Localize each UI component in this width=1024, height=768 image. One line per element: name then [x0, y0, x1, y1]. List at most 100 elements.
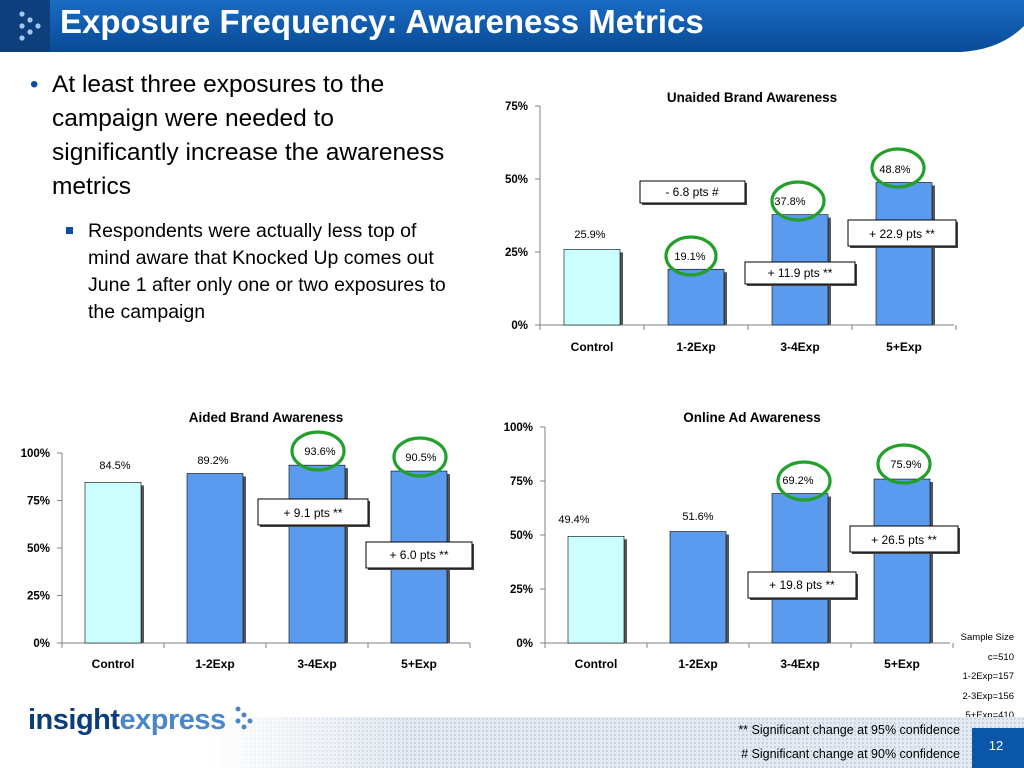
footnote-95: ** Significant change at 95% confidence	[738, 723, 960, 737]
footnotes: ** Significant change at 95% confidence …	[640, 718, 960, 766]
category-label: Control	[92, 657, 135, 671]
significance-circle	[876, 443, 932, 485]
chart-svg: Unaided Brand Awareness 0% 25% 50% 75% Contro…	[505, 90, 958, 354]
y-tick-label: 25%	[510, 584, 533, 596]
value-label: 90.5%	[405, 452, 436, 464]
bullet-main: • At least three exposures to the campai…	[30, 68, 460, 204]
category-label: 5+Exp	[886, 340, 922, 354]
chart-title: Aided Brand Awareness	[189, 410, 344, 425]
value-label: 51.6%	[682, 511, 713, 523]
dots-icon	[19, 11, 41, 41]
annotation-text: + 26.5 pts **	[871, 533, 937, 547]
value-label: 75.9%	[890, 459, 921, 471]
annotation-text: + 22.9 pts **	[869, 227, 935, 241]
significance-circle	[290, 430, 346, 472]
bar-control	[567, 535, 625, 644]
y-tick-label: 100%	[504, 422, 533, 434]
bar-control	[84, 482, 142, 644]
page-title: Exposure Frequency: Awareness Metrics	[60, 3, 704, 40]
chart-unaided-brand-awareness: Unaided Brand Awareness 0% 25% 50% 75% Contro…	[470, 88, 1010, 358]
significance-circle	[664, 235, 718, 277]
value-label: 48.8%	[879, 164, 910, 176]
bullet-dot-icon: •	[30, 71, 39, 98]
logo-text-insight: insight	[28, 704, 120, 736]
annotation-box	[365, 541, 473, 569]
bullet-sub: Respondents were actually less top of mi…	[30, 218, 460, 326]
logo-text-express: express	[119, 704, 227, 736]
category-label: 1-2Exp	[678, 657, 717, 671]
bullet-square-icon	[66, 227, 73, 234]
y-tick-label: 75%	[510, 476, 533, 488]
value-label: 19.1%	[674, 251, 705, 263]
title-bar: Exposure Frequency: Awareness Metrics	[0, 0, 1024, 52]
category-label: 3-4Exp	[780, 657, 819, 671]
footnote-90: # Significant change at 90% confidence	[741, 747, 960, 761]
chart-svg: Aided Brand Awareness 0% 25% 50% 75% 100% Cont…	[21, 410, 474, 671]
bar-3-4exp	[771, 493, 829, 644]
chart-title: Online Ad Awareness	[683, 410, 821, 425]
category-label: 1-2Exp	[676, 340, 715, 354]
category-label: 3-4Exp	[297, 657, 336, 671]
y-tick-label: 75%	[27, 496, 50, 508]
value-label: 37.8%	[774, 196, 805, 208]
chart-aided-brand-awareness: Aided Brand Awareness 0% 25% 50% 75% 100% Cont…	[0, 406, 490, 678]
annotation-text: + 9.1 pts **	[283, 506, 342, 520]
sample-size-line: c=510	[987, 651, 1014, 663]
sample-size-line: 2-3Exp=156	[962, 690, 1015, 702]
annotation-text: - 6.8 pts #	[665, 185, 719, 199]
value-label: 69.2%	[782, 475, 813, 487]
bullet-list: • At least three exposures to the campai…	[30, 68, 460, 326]
y-tick-label: 50%	[505, 174, 528, 186]
y-tick-label: 25%	[505, 247, 528, 259]
sample-size-title: Sample Size	[960, 632, 1014, 643]
sample-size: Sample Size c=510 1-2Exp=157 2-3Exp=156 …	[940, 628, 1014, 726]
annotation-box	[744, 261, 856, 285]
y-tick-label: 0%	[516, 638, 533, 650]
bar-1-2exp	[669, 531, 727, 644]
y-tick-label: 75%	[505, 101, 528, 113]
chart-online-ad-awareness: Online Ad Awareness 0% 25% 50% 75% 100% Contro…	[490, 406, 960, 678]
category-label: Control	[575, 657, 618, 671]
bar-1-2exp	[186, 473, 244, 644]
category-label: 5+Exp	[401, 657, 437, 671]
y-tick-label: 25%	[27, 591, 50, 603]
y-tick-label: 50%	[27, 543, 50, 555]
annotation-text: + 6.0 pts **	[389, 548, 448, 562]
bar-5-exp	[875, 182, 933, 326]
chart-svg: Online Ad Awareness 0% 25% 50% 75% 100% Contro…	[504, 410, 960, 671]
bullet-sub-text: Respondents were actually less top of mi…	[88, 220, 446, 323]
bar-3-4exp	[288, 464, 346, 644]
annotation-box	[847, 219, 957, 247]
value-label: 89.2%	[197, 455, 228, 467]
y-tick-label: 50%	[510, 530, 533, 542]
value-label: 25.9%	[574, 229, 605, 241]
sample-size-line: 1-2Exp=157	[962, 671, 1015, 682]
significance-circle	[392, 436, 448, 478]
category-label: 5+Exp	[884, 657, 920, 671]
annotation-box	[639, 180, 746, 204]
annotation-text: + 19.8 pts **	[769, 578, 835, 592]
page-number: 12	[988, 738, 1004, 753]
annotation-text: + 11.9 pts **	[768, 266, 833, 280]
annotation-box	[849, 525, 959, 553]
value-label: 93.6%	[304, 446, 335, 458]
category-label: Control	[571, 340, 614, 354]
y-tick-label: 0%	[33, 638, 50, 650]
category-label: 1-2Exp	[195, 657, 234, 671]
insightexpress-logo: insightexpress	[28, 703, 255, 737]
y-tick-label: 100%	[21, 448, 50, 460]
category-label: 3-4Exp	[780, 340, 819, 354]
bar-5-exp	[873, 478, 931, 644]
value-label: 49.4%	[558, 514, 589, 526]
title-bar-background	[0, 0, 1024, 52]
annotation-box	[747, 571, 857, 599]
chart-title: Unaided Brand Awareness	[667, 90, 837, 105]
bullet-main-text: At least three exposures to the campaign…	[52, 71, 445, 200]
bar-1-2exp	[667, 268, 725, 326]
significance-circle	[776, 460, 832, 502]
significance-circle	[770, 180, 826, 222]
value-label: 84.5%	[99, 460, 130, 472]
sample-size-line: 5+Exp=410	[965, 710, 1014, 721]
y-tick-label: 0%	[511, 320, 528, 332]
annotation-box	[257, 498, 369, 526]
